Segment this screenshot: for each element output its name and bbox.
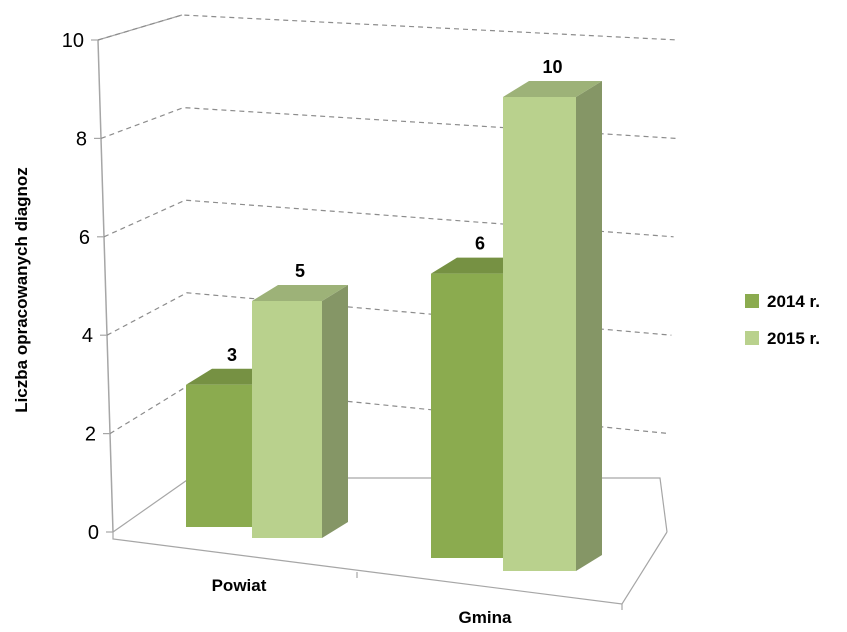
x-axis-categories: Powiat Gmina [212,576,512,627]
y-tick-label: 2 [85,424,96,446]
legend: 2014 r. 2015 r. [745,292,820,348]
data-label: 5 [295,261,305,281]
category-label: Powiat [212,576,267,595]
floor-front-edge [112,531,668,605]
bar-front-face [186,384,252,527]
bar-side-face [576,81,602,571]
data-label: 3 [227,345,237,365]
data-label: 6 [475,234,485,254]
y-axis-line [97,39,114,533]
bar-top-face [503,81,602,97]
y-tick-label: 6 [79,227,90,249]
floor-left-edge [112,477,191,533]
data-labels: 3 5 6 10 [227,57,563,365]
legend-item: 2014 r. [745,292,820,311]
y-tick-label: 4 [82,325,93,347]
bar-side-face [322,285,348,538]
bars [186,81,602,571]
bar-front-face [252,301,322,538]
category-label: Gmina [459,608,512,627]
legend-label: 2014 r. [767,292,820,311]
legend-item: 2015 r. [745,329,820,348]
legend-swatch [745,331,759,345]
bar-top-face [252,285,348,301]
y-tick-label: 10 [62,30,84,52]
y-axis-label: Liczba opracowanych diagnoz [12,167,31,413]
data-label: 10 [542,57,562,77]
legend-label: 2015 r. [767,329,820,348]
y-tick-label: 0 [88,522,99,544]
bar-front-face [503,97,576,571]
bar-front-face [431,273,503,558]
bar-powiat-2015r [252,285,348,538]
gridline [97,14,679,41]
legend-swatch [745,294,759,308]
y-tick-label: 8 [76,128,87,150]
y-axis-ticks: 0 2 4 6 8 10 [62,30,99,544]
bar-gmina-2015r [503,81,602,571]
